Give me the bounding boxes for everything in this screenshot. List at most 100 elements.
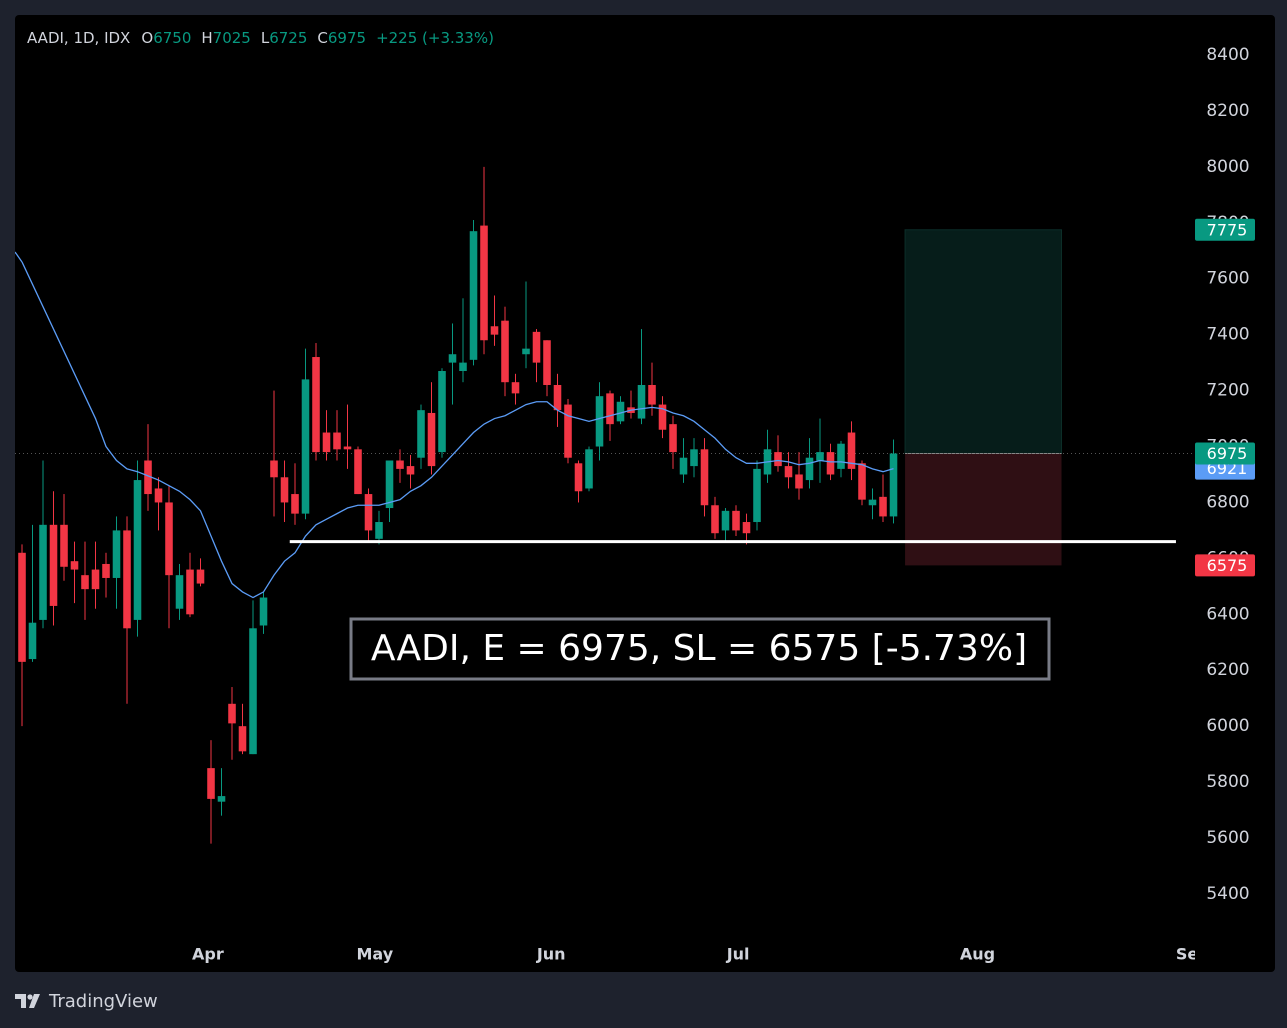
candle-body (175, 575, 184, 609)
candle-body (196, 569, 205, 584)
brand: TradingView (48, 991, 158, 1012)
y-tick-label: 6400 (1206, 604, 1249, 624)
candle-body (448, 354, 457, 363)
candle-body (795, 474, 803, 489)
candle-body (690, 449, 698, 467)
candle-body (700, 449, 709, 506)
change: +225 (+3.33%) (376, 29, 494, 47)
candle-body (459, 362, 467, 372)
candle-body (732, 510, 740, 531)
x-tick-label: Aug (960, 945, 995, 964)
candle-body (427, 412, 436, 467)
candle-body (291, 494, 299, 514)
stop-zone (905, 453, 1062, 566)
candle-body (123, 530, 131, 629)
candle-body (532, 331, 541, 363)
candle-body (658, 404, 667, 430)
candle-body (91, 569, 100, 590)
price-tag-label: 7775 (1207, 220, 1248, 239)
candle-body (784, 466, 793, 478)
candle-body (774, 452, 782, 467)
candle-body (112, 530, 121, 578)
candle-body (616, 401, 625, 422)
logo (15, 994, 40, 1008)
legend-value: 7025 (213, 29, 251, 47)
candle-body (648, 384, 656, 405)
x-tick-label: Apr (192, 945, 224, 964)
candle-body (154, 488, 163, 503)
price-tag-label: 6975 (1207, 444, 1248, 463)
candle-body (753, 468, 761, 523)
candle-body (553, 384, 562, 411)
legend-value: 6975 (328, 29, 366, 47)
candle-body (133, 480, 142, 620)
candle-body (721, 510, 730, 531)
candle-body (28, 622, 37, 660)
candle-body (354, 449, 362, 495)
y-tick-label: 5600 (1206, 828, 1249, 848)
y-tick-label: 5400 (1206, 884, 1249, 904)
legend: AADI, 1D, IDX O6750 H7025 L6725 C6975 +225 (+… (27, 29, 494, 47)
x-tick-label: Jul (726, 945, 750, 964)
y-tick-label: 8000 (1206, 157, 1249, 177)
candle-body (585, 449, 593, 489)
candle-body (60, 524, 68, 567)
candle-body (207, 768, 215, 799)
candle-body (868, 499, 877, 506)
candle-body (837, 443, 845, 469)
candle-body (480, 225, 488, 341)
candle-body (39, 524, 47, 620)
y-tick-label: 6000 (1206, 716, 1249, 736)
candle-body (847, 432, 856, 469)
candle-body (417, 410, 425, 458)
candle-body (511, 382, 520, 394)
candle-body (49, 524, 58, 606)
y-tick-label: 6800 (1206, 492, 1249, 512)
x-tick-label: Sep (1176, 945, 1210, 964)
x-tick-label: May (356, 945, 393, 964)
candle-body (81, 575, 89, 590)
candle-body (18, 552, 26, 662)
candle-body (490, 326, 499, 335)
candle-body (406, 466, 415, 475)
x-tick-label: Jun (536, 945, 566, 964)
candle-body (469, 231, 478, 360)
symbol: AADI, 1D, IDX (27, 29, 130, 47)
candle-body (333, 432, 341, 450)
candle-body (312, 357, 320, 453)
y-tick-label: 5800 (1206, 772, 1249, 792)
candle-body (186, 569, 194, 615)
candle-body (669, 424, 677, 453)
moving-average-lead (15, 251, 23, 263)
candle-body (438, 371, 446, 453)
candle-body (385, 460, 394, 509)
legend-label: C (317, 29, 327, 47)
candle-body (805, 457, 814, 481)
candle-body (522, 348, 530, 355)
candle-body (889, 453, 898, 517)
chart-panel (15, 15, 1275, 972)
price-axis: 5400560058006000620064006600680070007200… (1195, 45, 1255, 904)
price-tag (1195, 218, 1255, 241)
candle-body (217, 796, 226, 802)
annotation: AADI, E = 6975, SL = 6575 [-5.73%] (371, 628, 1027, 669)
candle-body (606, 393, 614, 425)
candle-body (595, 396, 604, 447)
y-tick-label: 8400 (1206, 45, 1249, 65)
y-tick-label: 7600 (1206, 269, 1249, 289)
candle-body (259, 597, 268, 626)
candle-body (742, 522, 751, 534)
candle-body (270, 460, 278, 478)
candle-body (280, 477, 289, 503)
legend-value: 6750 (153, 29, 191, 47)
candle-body (165, 502, 173, 576)
candle-body (858, 463, 866, 500)
legend-value: 6725 (269, 29, 307, 47)
candle-body (637, 384, 646, 419)
annotation-box (349, 617, 1051, 681)
candle-body (144, 460, 152, 495)
candle-body (228, 703, 236, 724)
y-tick-label: 7400 (1206, 325, 1249, 345)
